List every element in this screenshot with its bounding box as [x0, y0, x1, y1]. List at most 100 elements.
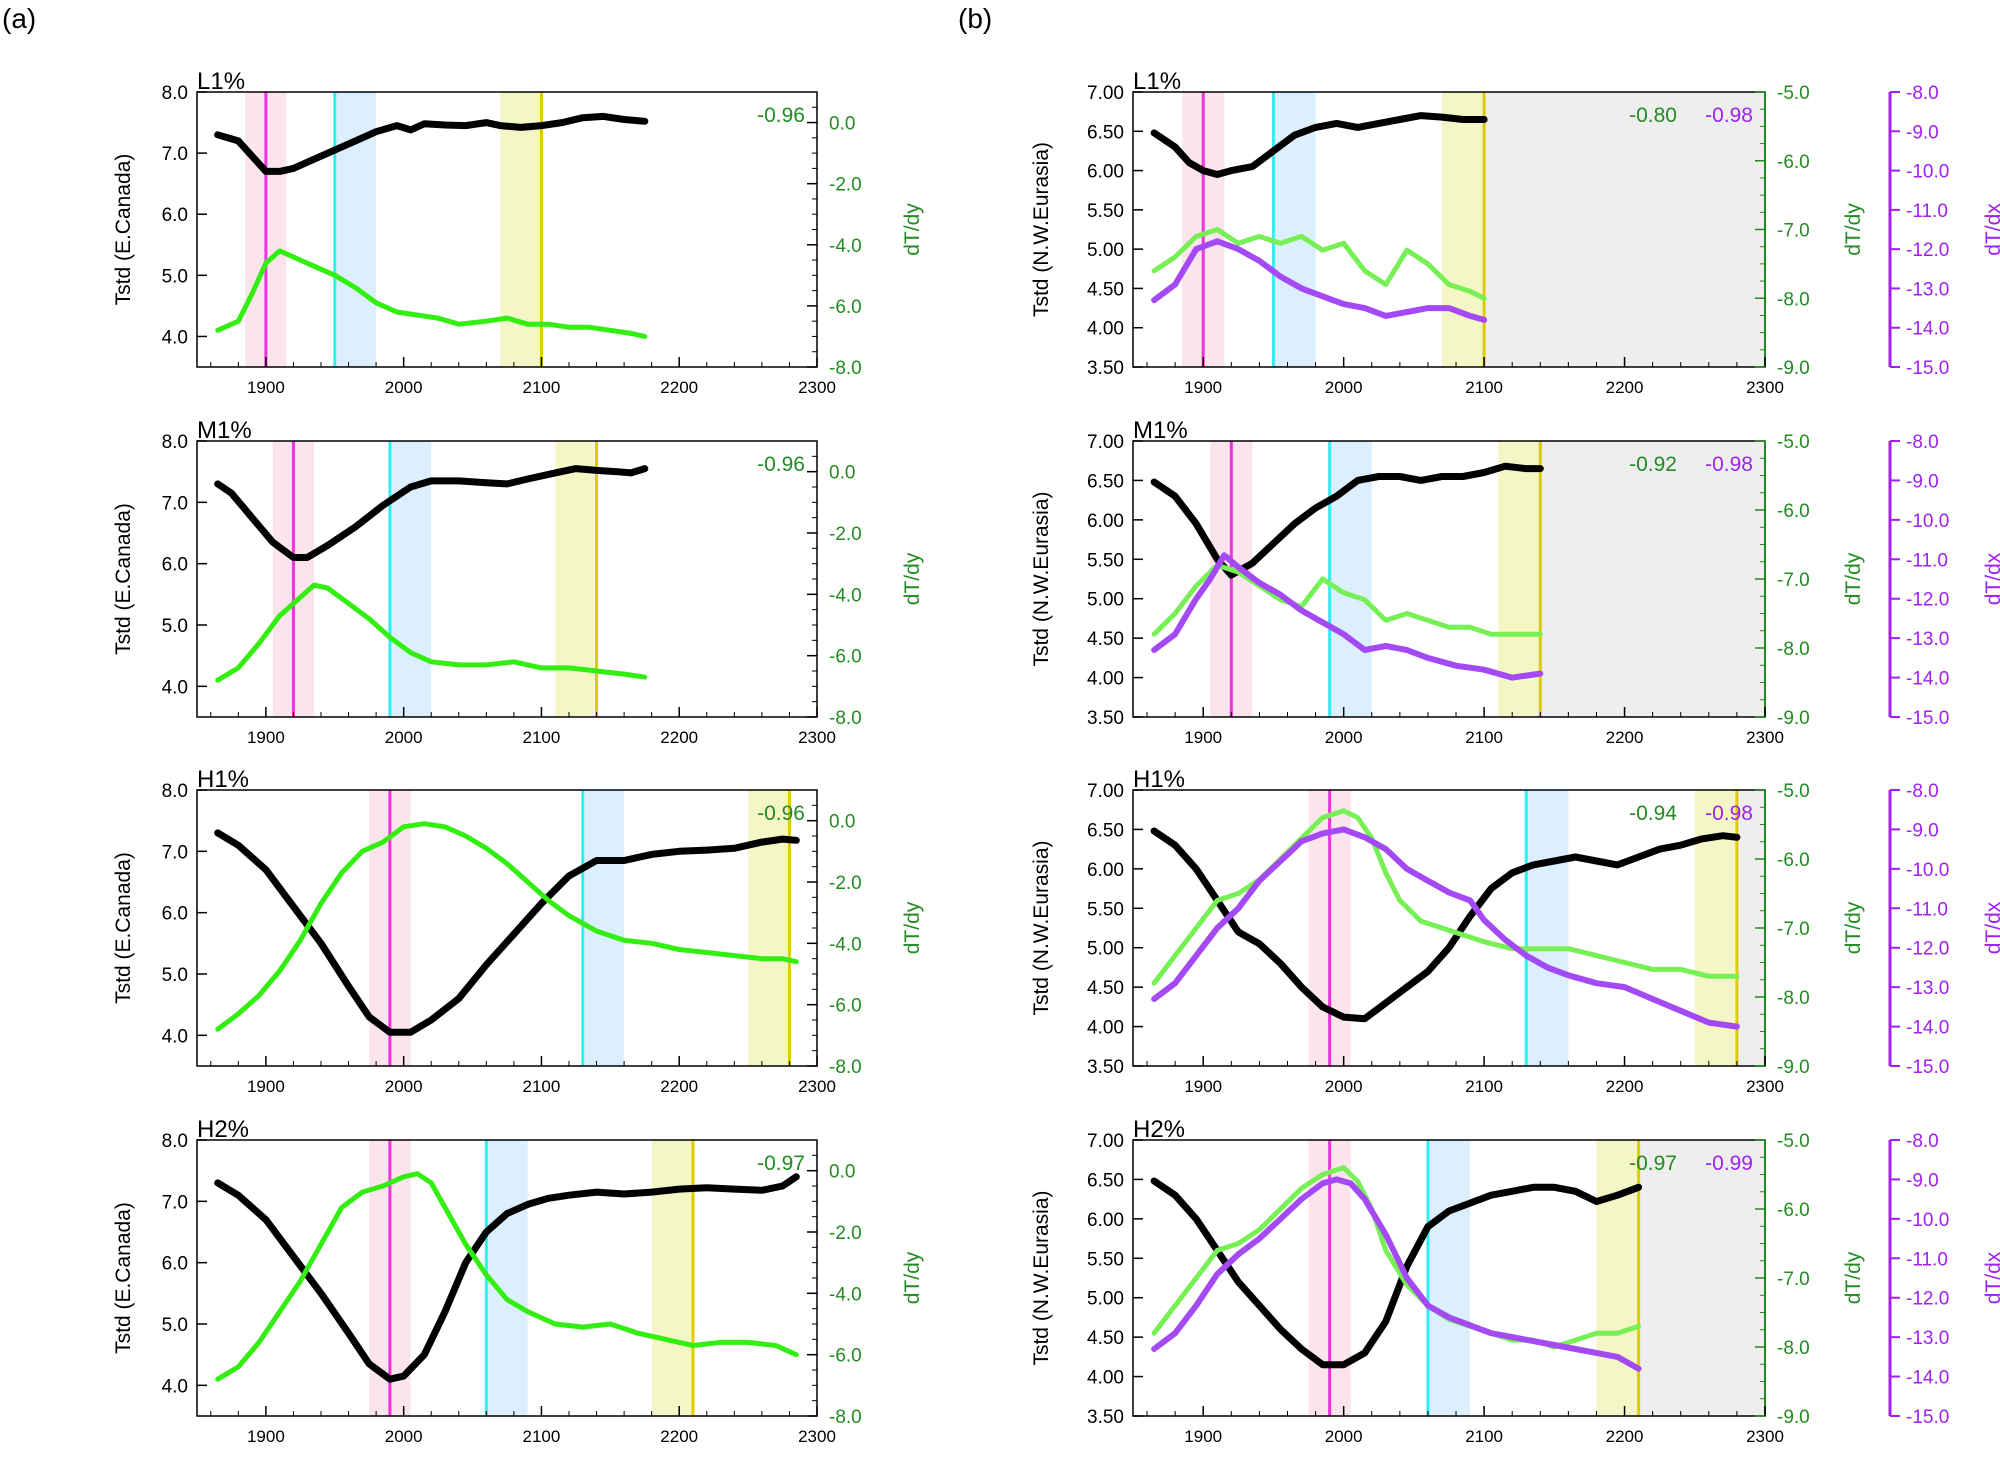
y2-axis-label: dT/dy — [901, 901, 924, 954]
y2-tick-label: -6.0 — [1777, 1200, 1810, 1221]
x-tick-label: 2000 — [385, 378, 423, 397]
y3-tick-label: -13.0 — [1906, 1328, 1949, 1349]
y3-axis-label: dT/dx — [1982, 1251, 2000, 1304]
y3-tick-label: -12.0 — [1906, 240, 1949, 261]
x-tick-label: 1900 — [247, 1427, 285, 1446]
series-dtdx-line — [1151, 1176, 1642, 1372]
yellow-band — [1441, 92, 1485, 367]
x-tick-label: 2000 — [385, 1077, 423, 1096]
y-tick-label: 5.0 — [162, 616, 188, 637]
yellow-band — [1596, 1140, 1639, 1416]
y2-tick-label: -8.0 — [1777, 289, 1810, 310]
figure-label-b: (b) — [958, 3, 992, 34]
y-tick-label: 6.0 — [162, 1254, 188, 1275]
y-tick-label: 8.0 — [162, 432, 188, 453]
y3-tick-label: -8.0 — [1906, 432, 1939, 453]
y2-axis-label: dT/dy — [901, 1251, 924, 1304]
correlation-dtdy: -0.92 — [1629, 453, 1677, 476]
y2-tick-label: -9.0 — [1777, 1407, 1810, 1428]
chart-a-3: 1900 2000 2100 2200 2300 4.0 5.0 6.0 7.0 8.0 -8.0 -… — [112, 1116, 924, 1446]
y-tick-label: 4.00 — [1087, 319, 1124, 340]
y-tick-label: 4.0 — [162, 677, 188, 698]
y3-tick-label: -10.0 — [1906, 1210, 1949, 1231]
y-tick-label: 7.00 — [1087, 1131, 1124, 1152]
y-axis-label: Tstd (E.Canada) — [112, 503, 135, 655]
x-tick-label: 2200 — [1606, 378, 1644, 397]
correlation-dtdy: -0.80 — [1629, 104, 1677, 127]
y2-tick-label: 0.0 — [829, 812, 855, 833]
y-axis-label: Tstd (E.Canada) — [112, 154, 135, 306]
y-tick-label: 4.0 — [162, 1376, 188, 1397]
y3-tick-label: -15.0 — [1906, 708, 1949, 729]
y2-tick-label: -8.0 — [829, 1057, 862, 1078]
y3-tick-label: -11.0 — [1906, 899, 1948, 920]
future-band — [1638, 1140, 1765, 1416]
y3-tick-label: -15.0 — [1906, 1407, 1949, 1428]
y2-axis-label: dT/dy — [1842, 1251, 1865, 1304]
x-tick-label: 1900 — [247, 728, 285, 747]
blue-band — [1526, 790, 1569, 1066]
x-tick-label: 2000 — [1325, 378, 1363, 397]
y-tick-label: 6.00 — [1087, 860, 1124, 881]
correlation-dtdx: -0.98 — [1705, 802, 1753, 825]
x-tick-label: 2200 — [1606, 1077, 1644, 1096]
y2-tick-label: -4.0 — [829, 236, 862, 257]
y-tick-label: 7.0 — [162, 493, 188, 514]
y-tick-label: 4.50 — [1087, 629, 1124, 650]
y-tick-label: 7.0 — [162, 1192, 188, 1213]
y-tick-label: 6.00 — [1087, 511, 1124, 532]
x-tick-label: 1900 — [247, 1077, 285, 1096]
series-dtdx-line — [1151, 552, 1544, 681]
y2-tick-label: -8.0 — [829, 1407, 862, 1428]
y3-tick-label: -8.0 — [1906, 83, 1939, 104]
x-tick-label: 2300 — [1746, 1427, 1784, 1446]
x-tick-label: 2100 — [523, 1427, 561, 1446]
y3-tick-label: -10.0 — [1906, 860, 1949, 881]
scenario-title: H2% — [1133, 1116, 1185, 1143]
y3-tick-label: -11.0 — [1906, 550, 1948, 571]
x-tick-label: 2300 — [798, 378, 836, 397]
x-tick-label: 2100 — [1465, 1427, 1503, 1446]
series-dtdy-line — [1151, 227, 1487, 301]
y2-tick-label: -5.0 — [1777, 83, 1810, 104]
x-tick-label: 1900 — [1184, 728, 1222, 747]
chart-b-2: 1900 2000 2100 2200 2300 3.50 4.00 4.50 5.00 5.50… — [1030, 766, 2000, 1096]
y-tick-label: 4.0 — [162, 1026, 188, 1047]
y2-tick-label: -9.0 — [1777, 358, 1810, 379]
future-band — [1484, 92, 1765, 367]
y2-tick-label: -6.0 — [1777, 152, 1810, 173]
y3-tick-label: -14.0 — [1906, 1368, 1949, 1389]
y2-tick-label: -9.0 — [1777, 1057, 1810, 1078]
correlation-dtdy: -0.97 — [1629, 1152, 1677, 1175]
y2-tick-label: -7.0 — [1777, 221, 1810, 242]
y-tick-label: 4.00 — [1087, 1368, 1124, 1389]
figure-label-a: (a) — [2, 3, 36, 34]
x-tick-label: 2100 — [523, 728, 561, 747]
x-tick-label: 2200 — [660, 1427, 698, 1446]
y2-axis-label: dT/dy — [1842, 203, 1865, 256]
x-tick-label: 1900 — [247, 378, 285, 397]
scenario-title: L1% — [1133, 68, 1181, 95]
y2-tick-label: -6.0 — [1777, 850, 1810, 871]
correlation-dtdy: -0.97 — [757, 1152, 805, 1175]
y3-tick-label: -9.0 — [1906, 1170, 1939, 1191]
y2-tick-label: -2.0 — [829, 175, 862, 196]
y-tick-label: 7.00 — [1087, 781, 1124, 802]
x-tick-label: 2100 — [1465, 728, 1503, 747]
y2-tick-label: -8.0 — [1777, 988, 1810, 1009]
x-tick-label: 1900 — [1184, 1427, 1222, 1446]
y3-tick-label: -10.0 — [1906, 162, 1949, 183]
y-tick-label: 6.0 — [162, 205, 188, 226]
y2-tick-label: -8.0 — [829, 708, 862, 729]
y-tick-label: 7.00 — [1087, 83, 1124, 104]
y-axis-label: Tstd (N.W.Eurasia) — [1030, 1190, 1053, 1365]
blue-band — [1427, 1140, 1471, 1416]
plot-frame — [196, 789, 818, 1067]
y3-tick-label: -10.0 — [1906, 511, 1949, 532]
correlation-dtdx: -0.99 — [1705, 1152, 1753, 1175]
series-dtdy-line — [215, 582, 648, 683]
y2-tick-label: -4.0 — [829, 585, 862, 606]
y-axis-label: Tstd (N.W.Eurasia) — [1030, 840, 1053, 1015]
series-dtdy-line — [215, 821, 799, 1032]
y2-tick-label: -8.0 — [1777, 1338, 1810, 1359]
